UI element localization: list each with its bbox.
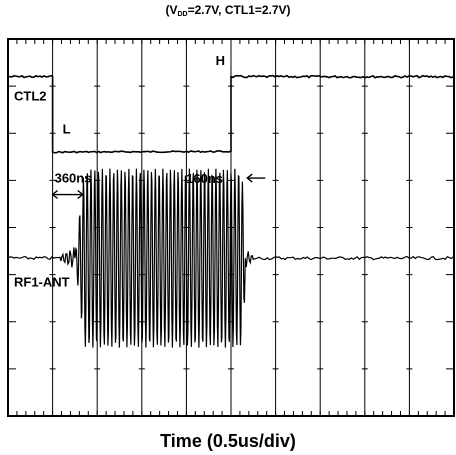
traces (7, 74, 455, 348)
label-ctl2: CTL2 (14, 88, 47, 103)
arrowhead-360ns-left (51, 189, 59, 200)
annotation-360ns: 360ns (55, 171, 92, 186)
label-level-low: L (63, 121, 71, 136)
oscilloscope-plot: 360ns 160ns CTL2 RF1-ANT L H (7, 38, 455, 417)
trace-ctl2 (7, 74, 455, 154)
arrowhead-360ns-right (77, 189, 84, 200)
trace-rf1-ant (7, 168, 454, 348)
arrowhead-160ns (246, 173, 253, 183)
label-rf1-ant: RF1-ANT (14, 274, 70, 289)
chart-subtitle: (VDD=2.7V, CTL1=2.7V) (165, 3, 291, 18)
label-level-high: H (216, 53, 225, 68)
annotations: 360ns 160ns (51, 171, 266, 200)
x-axis-label: Time (0.5us/div) (160, 431, 296, 451)
annotation-160ns: 160ns (186, 171, 223, 186)
trace-labels: CTL2 RF1-ANT L H (14, 53, 225, 289)
